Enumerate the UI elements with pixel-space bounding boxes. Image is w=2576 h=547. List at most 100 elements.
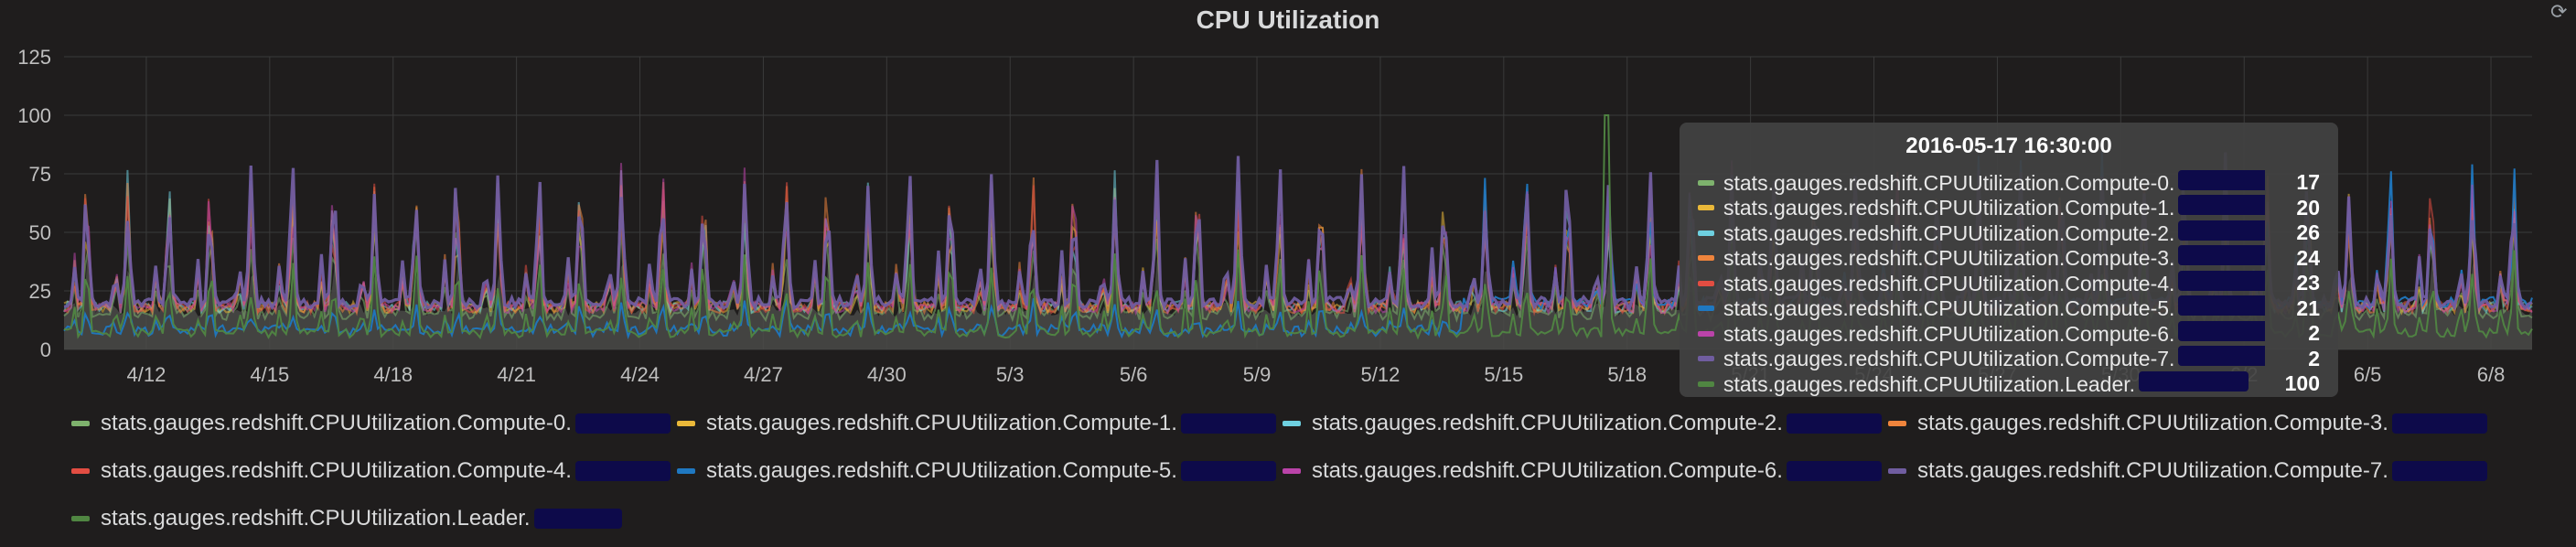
x-tick-label: 5/12 (1361, 363, 1401, 386)
panel-title[interactable]: CPU Utilization (1196, 5, 1380, 34)
redacted-mask (1180, 461, 1276, 481)
tooltip-series-name: stats.gauges.redshift.CPUUtilization.Com… (1723, 295, 2265, 321)
tooltip-value: 26 (2296, 220, 2320, 244)
x-tick-label: 5/9 (1243, 363, 1272, 386)
tooltip-series-label: stats.gauges.redshift.CPUUtilization.Com… (1723, 170, 2175, 195)
legend-swatch (677, 468, 695, 474)
legend-item[interactable]: stats.gauges.redshift.CPUUtilization.Com… (1888, 410, 2487, 437)
legend-label: stats.gauges.redshift.CPUUtilization.Com… (1917, 411, 2388, 435)
y-tick-label: 50 (29, 221, 51, 244)
x-tick-label: 4/15 (250, 363, 289, 386)
x-tick-label: 4/12 (127, 363, 166, 386)
legend-label: stats.gauges.redshift.CPUUtilization.Com… (1312, 411, 1783, 435)
tooltip-swatch (1698, 280, 1714, 286)
x-tick-label: 4/30 (867, 363, 907, 386)
tooltip-swatch (1698, 230, 1714, 236)
tooltip-timestamp: 2016-05-17 16:30:00 (1905, 134, 2112, 158)
legend-item[interactable]: stats.gauges.redshift.CPUUtilization.Com… (677, 457, 1276, 485)
tooltip-value: 2 (2308, 321, 2320, 345)
tooltip-row: stats.gauges.redshift.CPUUtilization.Com… (1698, 320, 2320, 346)
tooltip-value: 2 (2308, 346, 2320, 370)
legend-swatch (71, 516, 90, 521)
redacted-mask (533, 509, 622, 529)
legend-item[interactable]: stats.gauges.redshift.CPUUtilization.Com… (677, 410, 1276, 437)
y-tick-label: 100 (17, 104, 51, 127)
tooltip-series-label: stats.gauges.redshift.CPUUtilization.Lea… (1723, 371, 2136, 396)
x-tick-label: 6/8 (2477, 363, 2506, 386)
tooltip-row: stats.gauges.redshift.CPUUtilization.Com… (1698, 220, 2320, 245)
x-tick-label: 5/18 (1607, 363, 1647, 386)
legend-swatch (1888, 468, 1906, 474)
tooltip-series-name: stats.gauges.redshift.CPUUtilization.Com… (1723, 169, 2265, 196)
legend-item[interactable]: stats.gauges.redshift.CPUUtilization.Com… (1888, 457, 2487, 485)
legend-item[interactable]: stats.gauges.redshift.CPUUtilization.Lea… (71, 505, 622, 532)
x-tick-label: 6/5 (2354, 363, 2382, 386)
x-tick-label: 5/3 (996, 363, 1025, 386)
redacted-mask (2178, 346, 2265, 366)
tooltip-series-label: stats.gauges.redshift.CPUUtilization.Com… (1723, 220, 2175, 245)
legend-swatch (71, 421, 90, 426)
tooltip-swatch (1698, 179, 1714, 186)
redacted-mask (2178, 195, 2265, 215)
redacted-mask (2178, 320, 2265, 341)
legend-swatch (1888, 421, 1906, 426)
redacted-mask (1786, 461, 1882, 481)
legend-item[interactable]: stats.gauges.redshift.CPUUtilization.Com… (1283, 457, 1882, 485)
tooltip-row: stats.gauges.redshift.CPUUtilization.Com… (1698, 169, 2320, 196)
redacted-mask (2178, 245, 2265, 265)
redacted-mask (574, 461, 671, 481)
legend-swatch (677, 421, 695, 426)
legend-label: stats.gauges.redshift.CPUUtilization.Com… (101, 458, 572, 483)
tooltip-row: stats.gauges.redshift.CPUUtilization.Com… (1698, 346, 2320, 371)
tooltip-row: stats.gauges.redshift.CPUUtilization.Com… (1698, 245, 2320, 271)
y-tick-label: 75 (29, 163, 51, 186)
tooltip-series-name: stats.gauges.redshift.CPUUtilization.Com… (1723, 245, 2265, 271)
x-tick-label: 5/6 (1120, 363, 1148, 386)
legend-item[interactable]: stats.gauges.redshift.CPUUtilization.Com… (71, 457, 671, 485)
tooltip-series-label: stats.gauges.redshift.CPUUtilization.Com… (1723, 296, 2175, 320)
redacted-mask (2139, 370, 2249, 391)
redacted-mask (2178, 295, 2265, 316)
legend-label: stats.gauges.redshift.CPUUtilization.Com… (1312, 458, 1783, 483)
redacted-mask (2391, 461, 2487, 481)
tooltip-series-label: stats.gauges.redshift.CPUUtilization.Com… (1723, 246, 2175, 270)
legend-label: stats.gauges.redshift.CPUUtilization.Com… (1917, 458, 2388, 483)
tooltip-swatch (1698, 381, 1714, 387)
legend-swatch (71, 468, 90, 474)
redacted-mask (2178, 169, 2265, 190)
tooltip-value: 24 (2296, 245, 2320, 270)
tooltip-series-label: stats.gauges.redshift.CPUUtilization.Com… (1723, 347, 2175, 370)
tooltip-series-name: stats.gauges.redshift.CPUUtilization.Com… (1723, 195, 2265, 220)
redacted-mask (574, 413, 671, 434)
tooltip-series-label: stats.gauges.redshift.CPUUtilization.Com… (1723, 271, 2175, 295)
legend-label: stats.gauges.redshift.CPUUtilization.Com… (706, 458, 1177, 483)
redacted-mask (1786, 413, 1882, 434)
legend-item[interactable]: stats.gauges.redshift.CPUUtilization.Com… (1283, 410, 1882, 437)
tooltip-swatch (1698, 205, 1714, 210)
y-axis: 0 25 50 75 100 125 (17, 46, 51, 361)
tooltip-swatch (1698, 330, 1714, 337)
tooltip-series-label: stats.gauges.redshift.CPUUtilization.Com… (1723, 196, 2175, 220)
x-tick-label: 5/15 (1484, 363, 1523, 386)
tooltip-value: 23 (2296, 271, 2320, 295)
tooltip-swatch (1698, 255, 1714, 261)
tooltip-series-name: stats.gauges.redshift.CPUUtilization.Com… (1723, 346, 2265, 371)
legend-item[interactable]: stats.gauges.redshift.CPUUtilization.Com… (71, 410, 671, 437)
y-tick-label: 125 (17, 46, 51, 69)
x-tick-label: 4/18 (373, 363, 413, 386)
x-tick-label: 4/24 (620, 363, 660, 386)
y-tick-label: 25 (29, 280, 51, 303)
tooltip-swatch (1698, 306, 1714, 311)
tooltip-value: 100 (2284, 371, 2320, 395)
tooltip-series-name: stats.gauges.redshift.CPUUtilization.Lea… (1723, 370, 2265, 397)
redacted-mask (1180, 413, 1276, 434)
redacted-mask (2178, 270, 2265, 291)
redacted-mask (2178, 220, 2265, 241)
legend-label: stats.gauges.redshift.CPUUtilization.Lea… (101, 506, 531, 531)
redacted-mask (2391, 413, 2487, 434)
tooltip-series-name: stats.gauges.redshift.CPUUtilization.Com… (1723, 220, 2265, 246)
legend-swatch (1283, 421, 1301, 426)
x-tick-label: 4/21 (497, 363, 536, 386)
legend-label: stats.gauges.redshift.CPUUtilization.Com… (101, 411, 572, 435)
